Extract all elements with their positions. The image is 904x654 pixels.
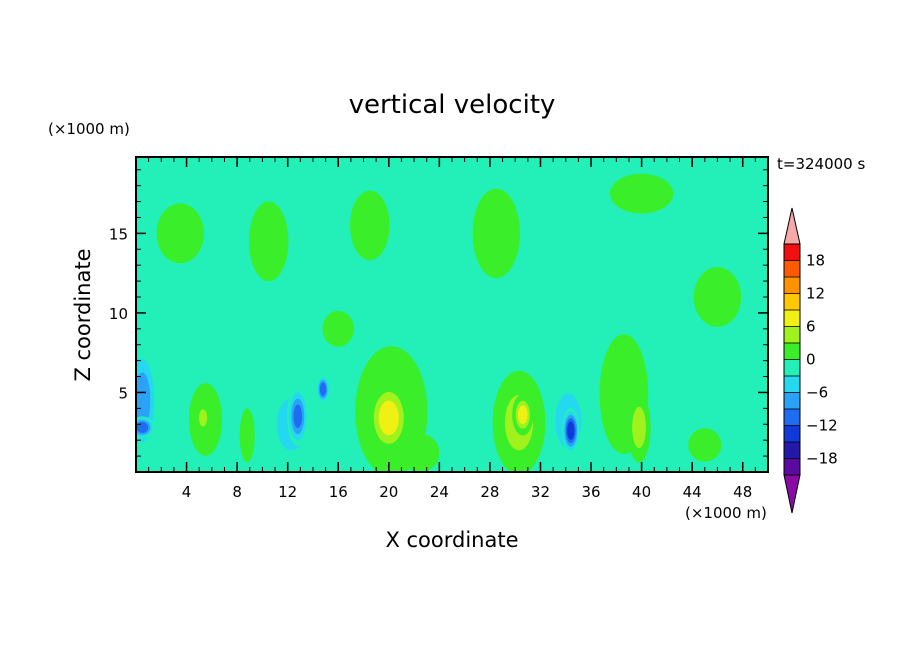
contour-region	[319, 382, 327, 397]
x-tick-label: 36	[581, 483, 600, 501]
x-tick-label: 8	[232, 483, 242, 501]
contour-region	[610, 173, 674, 214]
contour-region	[293, 404, 303, 429]
contour-region	[632, 406, 646, 449]
x-axis-label: X coordinate	[385, 528, 518, 552]
colorbar-segment	[784, 458, 800, 475]
colorbar-segment	[784, 442, 800, 459]
colorbar-label: 18	[806, 252, 825, 270]
x-tick-label: 24	[430, 483, 449, 501]
x-tick-label: 48	[733, 483, 752, 501]
contour-field	[136, 157, 768, 472]
colorbar-under-triangle	[783, 474, 801, 514]
colorbar-label: 12	[806, 285, 825, 303]
colorbar-segment	[784, 244, 800, 261]
colorbar-segment	[784, 376, 800, 393]
contour-region	[472, 188, 520, 279]
contour-region	[198, 409, 208, 427]
x-unit-label: (×1000 m)	[685, 504, 767, 522]
contour-region	[156, 203, 204, 264]
colorbar-label: 6	[806, 318, 816, 336]
colorbar-segment	[784, 260, 800, 277]
x-tick-label: 12	[278, 483, 297, 501]
contour-region	[322, 310, 355, 347]
y-axis-label: Z coordinate	[71, 248, 95, 381]
contour-region	[241, 415, 253, 456]
contour-region	[350, 190, 390, 261]
colorbar-over-triangle	[783, 207, 801, 245]
colorbar-segment	[784, 310, 800, 327]
contour-region	[136, 372, 151, 429]
contour-region	[567, 421, 575, 440]
colorbar-segment	[784, 392, 800, 409]
colorbar-segment	[784, 343, 800, 360]
contour-region	[691, 431, 718, 459]
contour-region	[693, 267, 742, 327]
x-tick-label: 32	[531, 483, 550, 501]
contour-region	[401, 433, 440, 472]
colorbar-label: −6	[806, 384, 828, 402]
x-tick-label: 4	[182, 483, 192, 501]
contour-region	[136, 422, 149, 433]
colorbar: −18 −12 −6 0 6 12 18	[783, 207, 838, 514]
colorbar-label: −18	[806, 450, 838, 468]
colorbar-segment	[784, 425, 800, 442]
x-tick-label: 40	[632, 483, 651, 501]
colorbar-segment	[784, 326, 800, 343]
colorbar-label: 0	[806, 351, 816, 369]
colorbar-segment	[784, 293, 800, 310]
x-tick-label: 20	[379, 483, 398, 501]
colorbar-segment	[784, 359, 800, 376]
contour-region	[662, 392, 687, 431]
contour-region	[450, 370, 489, 434]
y-tick-label: 10	[109, 305, 128, 323]
y-unit-label: (×1000 m)	[48, 120, 130, 138]
colorbar-label: −12	[806, 417, 838, 435]
x-tick-label: 16	[329, 483, 348, 501]
contour-region	[518, 405, 528, 425]
x-axis-ticks: 4 8 12 16 20 24 28 32 36 40 44 48	[148, 157, 756, 501]
contour-region	[378, 400, 399, 436]
y-tick-label: 5	[118, 384, 128, 402]
colorbar-segment	[784, 409, 800, 426]
y-axis-ticks: 5 10 15	[109, 169, 768, 457]
x-tick-label: 44	[683, 483, 702, 501]
time-label: t=324000 s	[777, 155, 865, 173]
y-tick-label: 15	[109, 225, 128, 243]
colorbar-segment	[784, 277, 800, 294]
chart-title: vertical velocity	[349, 90, 556, 120]
contour-region	[248, 201, 289, 282]
x-tick-label: 28	[480, 483, 499, 501]
